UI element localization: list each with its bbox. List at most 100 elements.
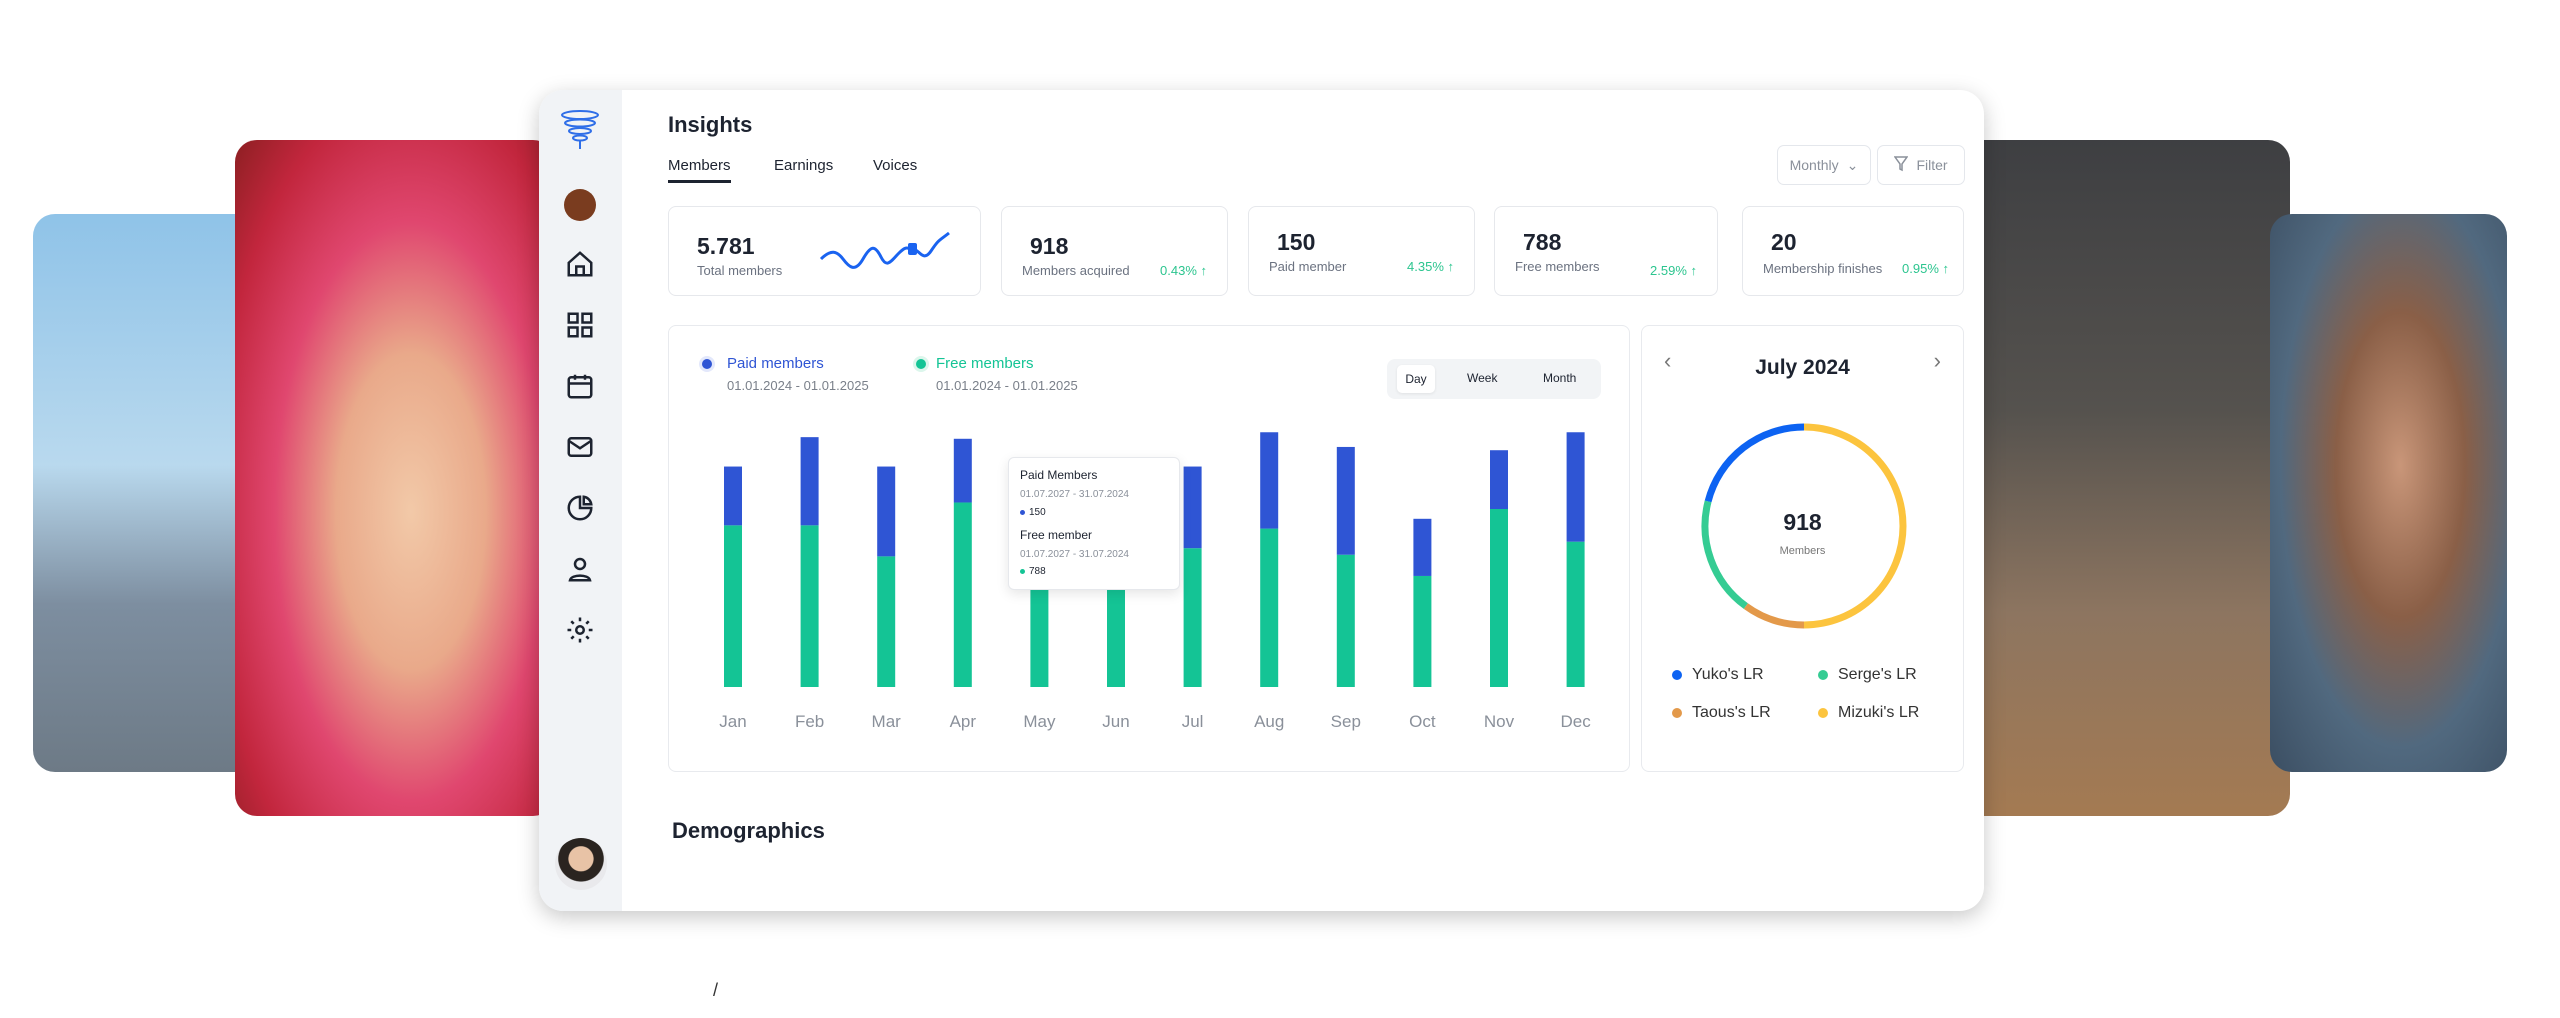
bar-free-members-sep[interactable] xyxy=(1336,554,1355,687)
range-month[interactable]: Month xyxy=(1543,371,1577,385)
donut-segment-yuko-s-lr[interactable] xyxy=(1704,423,1805,503)
tooltip-paid-value: 150 xyxy=(1029,507,1046,518)
x-tick-label: Jul xyxy=(1182,712,1204,731)
photo-acrobats xyxy=(33,214,263,772)
range-week[interactable]: Week xyxy=(1467,371,1498,385)
x-tick-label: Aug xyxy=(1254,712,1284,731)
donut-month: July 2024 xyxy=(1755,356,1850,379)
bar-free-members-jan[interactable] xyxy=(724,525,742,687)
stat-label: Total members xyxy=(697,263,783,278)
bar-free-members-jun[interactable] xyxy=(1107,585,1125,687)
bar-free-members-apr[interactable] xyxy=(953,502,972,687)
free-legend-dot xyxy=(916,359,926,369)
tab-members[interactable]: Members xyxy=(668,157,731,183)
bar-free-members-nov[interactable] xyxy=(1490,509,1508,687)
stat-card-membership-finishes: 20 Membership finishes 0.95% ↑ xyxy=(1742,206,1964,296)
bar-paid-members-mar[interactable] xyxy=(877,466,896,557)
demographics-heading: Demographics xyxy=(672,818,825,843)
x-tick-label: Sep xyxy=(1331,712,1361,731)
range-day[interactable]: Day xyxy=(1397,365,1435,393)
x-tick-label: Nov xyxy=(1484,712,1515,731)
tooltip-free-range: 01.07.2027 - 31.07.2024 xyxy=(1020,549,1129,560)
bar-paid-members-nov[interactable] xyxy=(1490,450,1508,510)
stat-label: Paid member xyxy=(1269,259,1347,274)
members-bar-chart-panel: Paid members 01.01.2024 - 01.01.2025 Fre… xyxy=(668,325,1630,772)
bar-paid-members-oct[interactable] xyxy=(1413,518,1432,576)
bar-free-members-mar[interactable] xyxy=(877,556,896,687)
free-dot xyxy=(1020,569,1025,574)
donut-panel: ‹ July 2024 › 918 Members Yuko's LR Serge… xyxy=(1641,325,1964,772)
bar-paid-members-feb[interactable] xyxy=(800,437,819,526)
bar-free-members-feb[interactable] xyxy=(800,525,819,687)
home-icon[interactable] xyxy=(563,247,597,281)
slash-text: / xyxy=(713,980,719,1000)
stat-change: 0.43% ↑ xyxy=(1160,263,1207,278)
donut-total-label: Members xyxy=(1779,545,1826,557)
x-tick-label: Apr xyxy=(950,712,977,731)
grid-icon[interactable] xyxy=(563,308,597,342)
logo-icon xyxy=(557,104,605,152)
donut-segment-taous-s-lr[interactable] xyxy=(1743,603,1805,629)
stat-label: Free members xyxy=(1515,259,1600,274)
stat-card-paid-member: 150 Paid member 4.35% ↑ xyxy=(1248,206,1475,296)
bar-paid-members-apr[interactable] xyxy=(953,438,972,503)
period-select[interactable]: Monthly ⌄ xyxy=(1777,145,1871,185)
calendar-icon[interactable] xyxy=(563,369,597,403)
stat-card-free-members: 788 Free members 2.59% ↑ xyxy=(1494,206,1718,296)
x-tick-label: Oct xyxy=(1409,712,1436,731)
photo-group xyxy=(1960,140,2290,816)
bar-paid-members-aug[interactable] xyxy=(1260,432,1279,529)
photo-face-paint xyxy=(235,140,555,816)
tooltip-paid-range: 01.07.2027 - 31.07.2024 xyxy=(1020,489,1129,500)
chart-tooltip: Paid Members 01.07.2027 - 31.07.2024 150… xyxy=(1008,457,1180,590)
x-tick-label: Jun xyxy=(1102,712,1129,731)
settings-gear-icon[interactable] xyxy=(563,613,597,647)
stat-card-members-acquired: 918 Members acquired 0.43% ↑ xyxy=(1001,206,1228,296)
filter-button[interactable]: Filter xyxy=(1877,145,1965,185)
bar-free-members-oct[interactable] xyxy=(1413,575,1432,687)
period-select-value: Monthly xyxy=(1789,157,1839,173)
filter-label: Filter xyxy=(1916,157,1948,173)
legend-dot xyxy=(1672,670,1682,680)
paid-legend-label: Paid members xyxy=(727,355,824,372)
legend-label: Taous's LR xyxy=(1692,704,1771,721)
legend-dot xyxy=(1818,670,1828,680)
sidebar xyxy=(539,90,622,911)
x-tick-label: Dec xyxy=(1560,712,1591,731)
x-tick-label: Jan xyxy=(719,712,746,731)
bar-free-members-aug[interactable] xyxy=(1260,528,1279,687)
donut-segment-mizuki-s-lr[interactable] xyxy=(1803,423,1907,629)
donut-chart xyxy=(1701,423,1907,629)
stat-change: 2.59% ↑ xyxy=(1650,263,1697,278)
bar-paid-members-jan[interactable] xyxy=(724,466,742,526)
prev-month-button[interactable]: ‹ xyxy=(1664,348,1672,373)
dashboard-window: Insights Members Earnings Voices Monthly… xyxy=(539,90,1984,911)
bar-paid-members-sep[interactable] xyxy=(1336,446,1355,555)
donut-segment-serge-s-lr[interactable] xyxy=(1701,500,1748,609)
stat-change: 0.95% ↑ xyxy=(1902,261,1949,276)
user-avatar[interactable] xyxy=(555,838,607,890)
legend-label: Yuko's LR xyxy=(1692,666,1764,683)
bar-free-members-dec[interactable] xyxy=(1566,541,1585,687)
photo-smiling-man xyxy=(2270,214,2507,772)
bar-paid-members-dec[interactable] xyxy=(1566,432,1585,542)
filter-icon xyxy=(1893,155,1909,175)
tab-voices[interactable]: Voices xyxy=(873,157,918,174)
stat-label: Members acquired xyxy=(1022,263,1130,278)
range-switch: Day Week Month xyxy=(1387,359,1601,399)
mail-icon[interactable] xyxy=(563,430,597,464)
stat-value: 918 xyxy=(1030,233,1069,259)
workspace-avatar[interactable] xyxy=(563,188,597,222)
user-icon[interactable] xyxy=(563,552,597,586)
bar-free-members-may[interactable] xyxy=(1030,589,1049,687)
stat-value: 5.781 xyxy=(697,233,755,259)
tab-earnings[interactable]: Earnings xyxy=(774,157,834,174)
paid-legend-dot xyxy=(702,359,712,369)
stat-value: 788 xyxy=(1523,229,1562,255)
stat-value: 20 xyxy=(1771,229,1797,255)
pie-chart-icon[interactable] xyxy=(563,491,597,525)
sparkline xyxy=(819,231,950,269)
bar-paid-members-jul[interactable] xyxy=(1183,466,1202,549)
bar-free-members-jul[interactable] xyxy=(1183,548,1202,687)
next-month-button[interactable]: › xyxy=(1933,348,1941,373)
